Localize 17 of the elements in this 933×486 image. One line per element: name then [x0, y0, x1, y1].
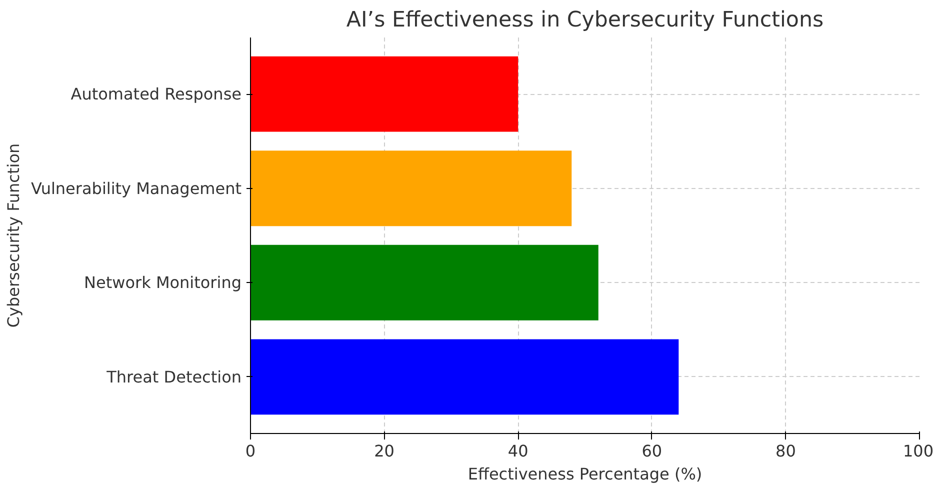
bar [250, 244, 598, 320]
x-tick-label: 0 [245, 442, 256, 460]
x-axis-title: Effectiveness Percentage (%) [468, 464, 702, 484]
x-tick-label: 100 [902, 442, 933, 460]
x-tick-label: 20 [374, 442, 394, 460]
x-tick-label: 40 [508, 442, 528, 460]
chart-title: AI’s Effectiveness in Cybersecurity Functions [346, 8, 824, 32]
bar [250, 56, 518, 132]
x-tick-label: 80 [776, 442, 796, 460]
y-axis-title: Cybersecurity Function [4, 143, 23, 328]
bar [250, 339, 679, 415]
x-tick-label: 60 [642, 442, 662, 460]
y-tick-label: Network Monitoring [84, 273, 242, 292]
bar [250, 150, 572, 226]
y-tick-label: Automated Response [70, 84, 242, 104]
y-tick-label: Threat Detection [106, 367, 242, 386]
y-tick-label: Vulnerability Management [30, 178, 242, 198]
